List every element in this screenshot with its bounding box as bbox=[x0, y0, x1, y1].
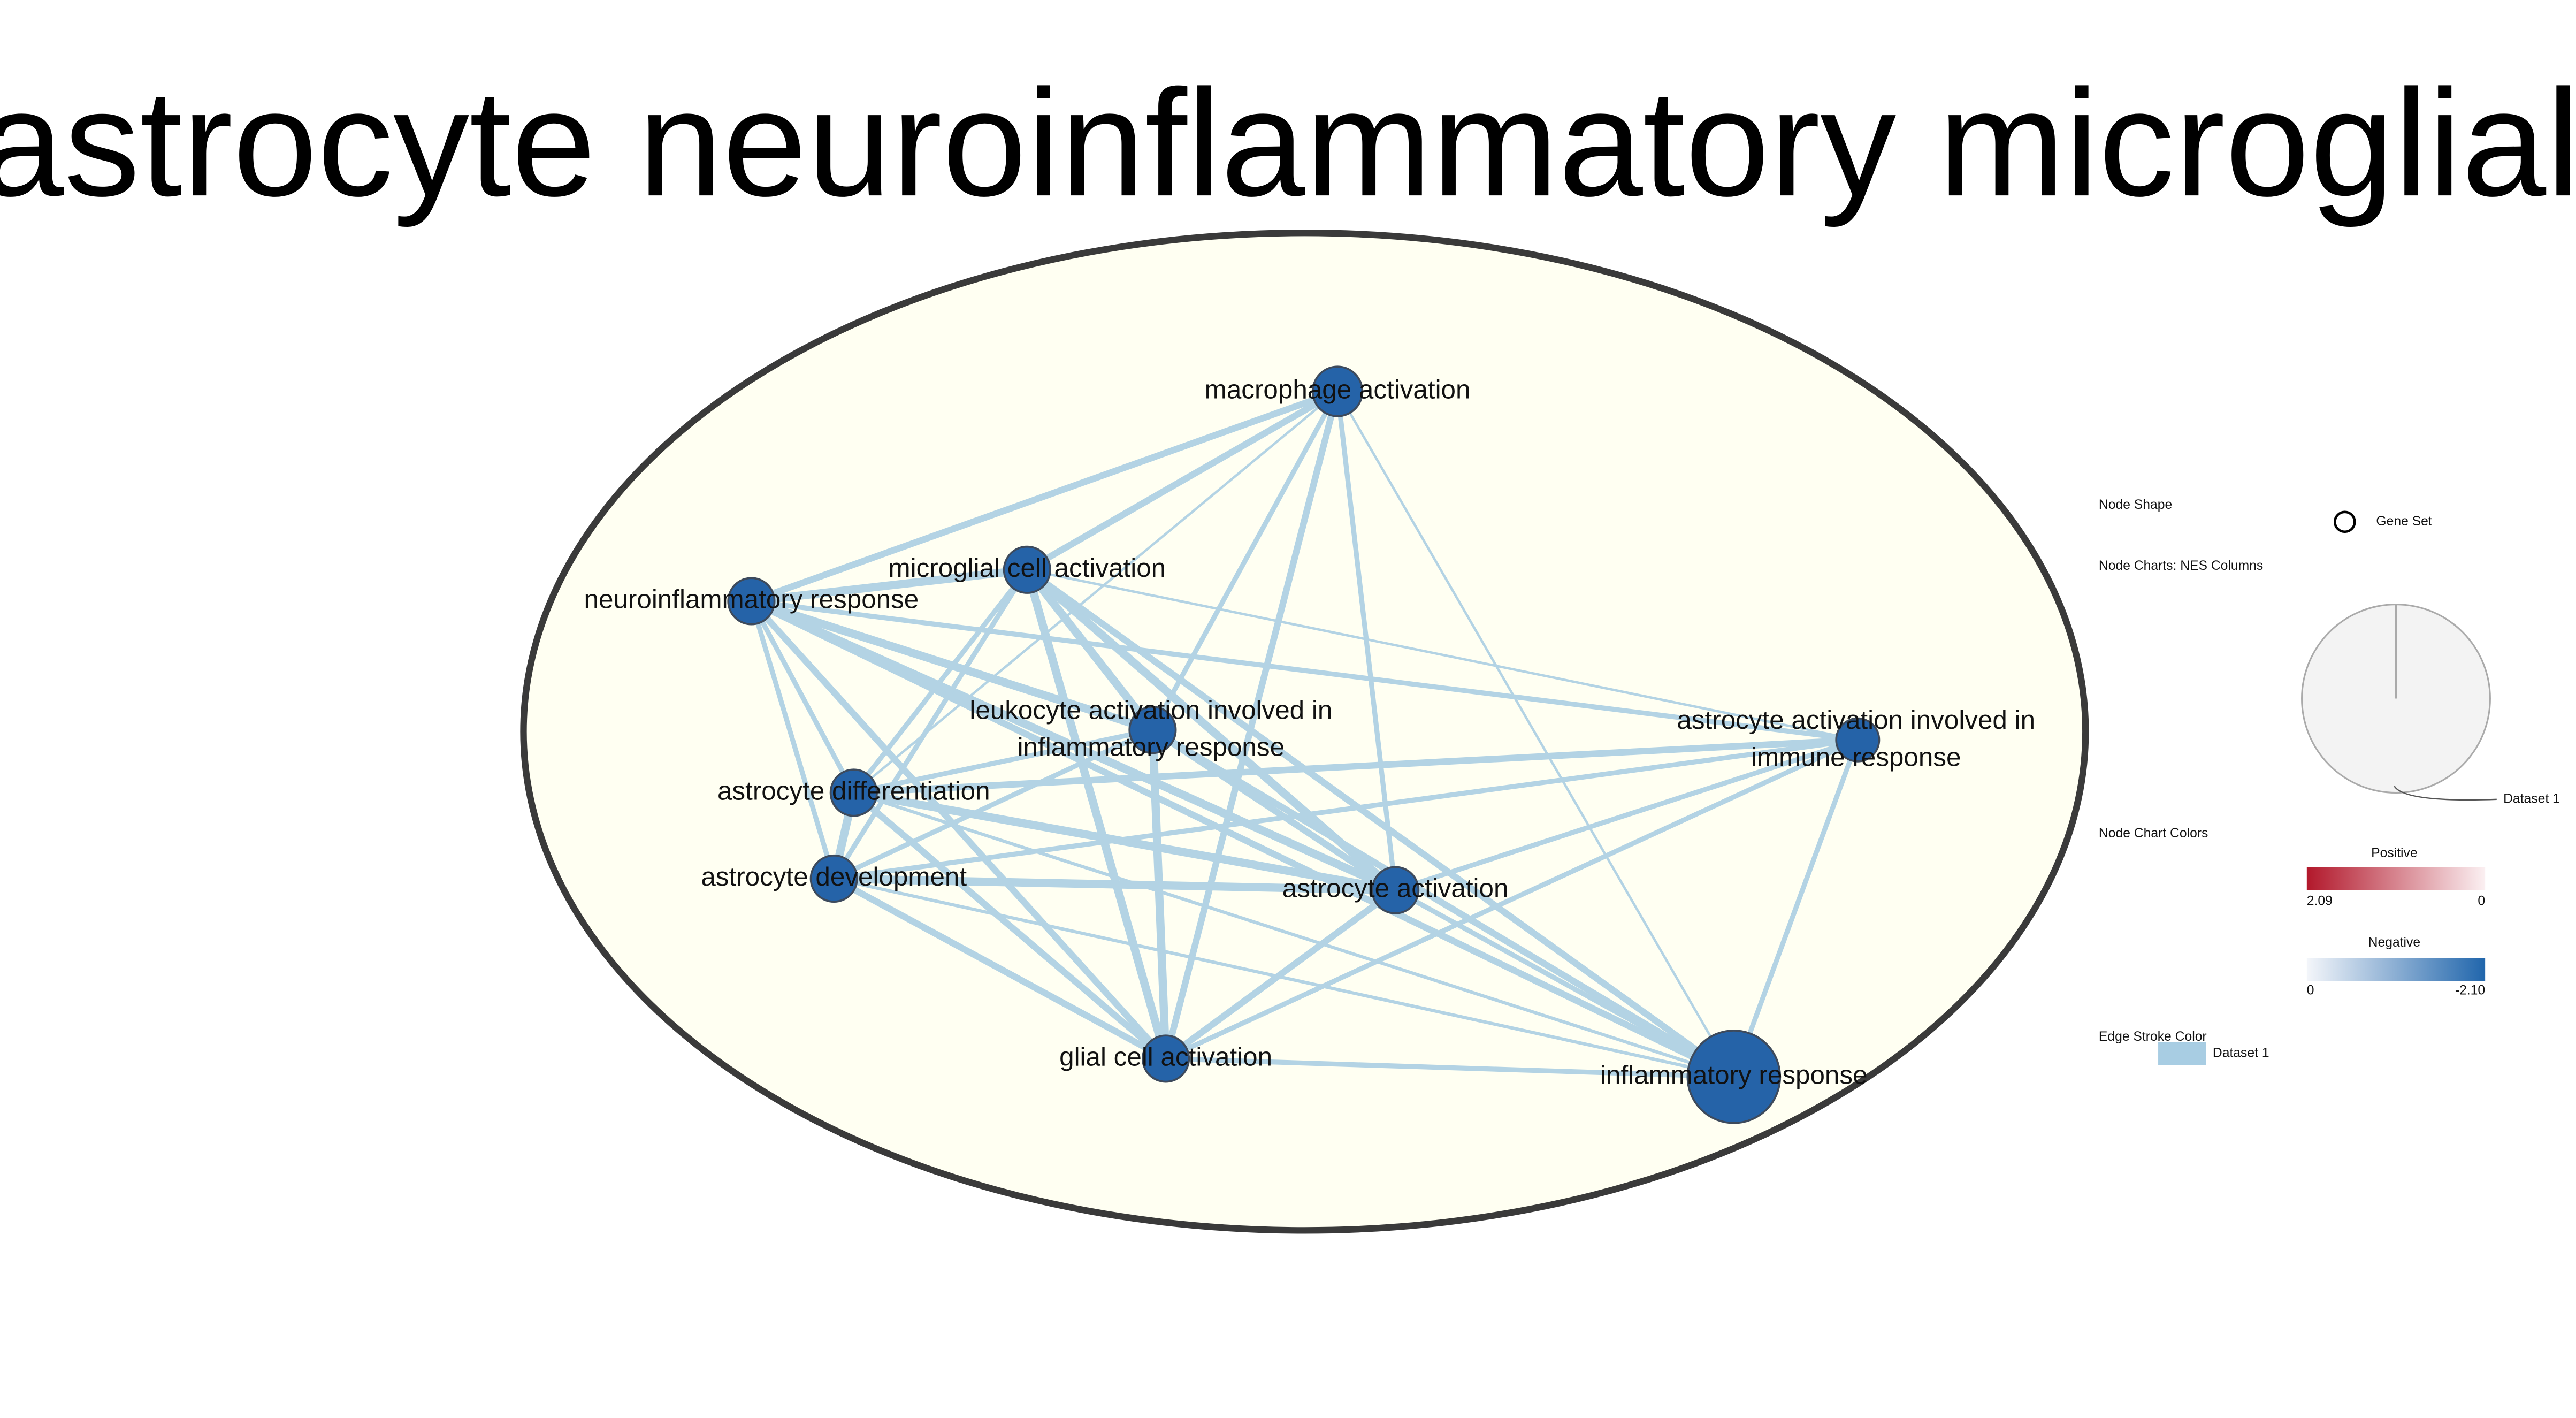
edge bbox=[749, 600, 856, 794]
gradient-title: Positive bbox=[2371, 846, 2417, 860]
node bbox=[1371, 866, 1420, 914]
node-labels: macrophage activation microglial cell act… bbox=[584, 375, 2036, 1090]
node bbox=[829, 768, 878, 817]
edge bbox=[853, 791, 1734, 1079]
positive-gradient bbox=[2306, 867, 2486, 890]
edge bbox=[1151, 727, 1736, 1080]
edge bbox=[751, 598, 1858, 743]
legend-item: Dataset 1 bbox=[2503, 791, 2560, 806]
edge bbox=[1394, 888, 1736, 1079]
edge bbox=[834, 876, 1734, 1079]
legend-item: Dataset 1 bbox=[2213, 1046, 2269, 1061]
edge bbox=[834, 874, 1396, 895]
node bbox=[1835, 717, 1881, 763]
edge bbox=[853, 727, 1153, 796]
legend-heading: Edge Stroke Color bbox=[2099, 1030, 2207, 1044]
node-label: leukocyte activation involved in bbox=[969, 695, 1332, 725]
legend-heading: Node Shape bbox=[2099, 498, 2172, 512]
node bbox=[1686, 1030, 1782, 1124]
legend-heading: Node Charts: NES Columns bbox=[2099, 559, 2263, 573]
edge bbox=[750, 598, 1736, 1080]
edge bbox=[834, 737, 1858, 881]
edge bbox=[1023, 568, 1170, 1060]
edge bbox=[1335, 391, 1398, 891]
edge bbox=[1394, 737, 1859, 893]
edge bbox=[832, 875, 1168, 1062]
edges bbox=[748, 388, 1860, 1080]
legend-heading: Node Chart Colors bbox=[2099, 826, 2208, 841]
node-label: microglial cell activation bbox=[889, 553, 1166, 583]
edge bbox=[1165, 737, 1859, 1061]
edge bbox=[1025, 567, 1736, 1080]
legend: Node Shape Gene Set Node Charts: NES Col… bbox=[2099, 498, 2560, 1065]
node-label: macrophage activation bbox=[1205, 375, 1471, 405]
legend-item: Gene Set bbox=[2376, 514, 2432, 529]
negative-gradient bbox=[2306, 958, 2486, 981]
edge bbox=[1336, 391, 1735, 1078]
edge bbox=[1025, 388, 1340, 573]
gradient-label: 2.09 bbox=[2307, 894, 2333, 909]
edge bbox=[851, 790, 1168, 1062]
node bbox=[809, 854, 858, 903]
node-label: astrocyte differentiation bbox=[717, 776, 990, 806]
node-label: astrocyte activation bbox=[1282, 874, 1509, 903]
edge bbox=[832, 728, 1154, 881]
edge bbox=[853, 788, 1396, 895]
node-label: immune response bbox=[1751, 742, 1961, 772]
edge bbox=[1731, 739, 1860, 1078]
node bbox=[727, 577, 776, 626]
edge bbox=[1164, 887, 1397, 1062]
gradient-label: 0 bbox=[2478, 894, 2485, 909]
cluster-boundary bbox=[520, 230, 2089, 1234]
edge bbox=[852, 568, 1029, 795]
node-label: inflammatory response bbox=[1018, 733, 1285, 762]
node bbox=[1003, 545, 1051, 594]
node bbox=[1128, 706, 1177, 754]
title: astrocyte neuroinflammatory microglial bbox=[0, 58, 2576, 228]
node bbox=[1311, 365, 1364, 417]
edge bbox=[1148, 729, 1170, 1059]
gradient-label: -2.10 bbox=[2455, 983, 2485, 997]
edge bbox=[1163, 390, 1341, 1059]
edge bbox=[751, 566, 1028, 606]
gradient-title: Negative bbox=[2368, 935, 2420, 950]
edge bbox=[748, 599, 1168, 1061]
node-label: neuroinflammatory response bbox=[584, 585, 919, 614]
edge bbox=[1027, 568, 1858, 741]
edge bbox=[748, 600, 837, 880]
node-label: astrocyte activation involved in bbox=[1677, 705, 2035, 735]
shape-swatch bbox=[2333, 510, 2356, 533]
edge-swatch bbox=[2158, 1042, 2206, 1065]
edge bbox=[750, 388, 1339, 605]
node-label: glial cell activation bbox=[1059, 1042, 1272, 1071]
edge bbox=[1150, 390, 1340, 731]
edge bbox=[831, 568, 1029, 880]
leader-line bbox=[2394, 786, 2497, 801]
node bbox=[1142, 1034, 1190, 1083]
edge bbox=[1023, 567, 1156, 733]
edge bbox=[853, 736, 1858, 796]
gradient-label: 0 bbox=[2307, 983, 2314, 997]
node-label: astrocyte development bbox=[701, 862, 967, 891]
edge bbox=[1165, 1056, 1734, 1079]
nodes bbox=[727, 365, 1881, 1124]
edge bbox=[853, 390, 1339, 794]
node-label: inflammatory response bbox=[1600, 1060, 1867, 1089]
